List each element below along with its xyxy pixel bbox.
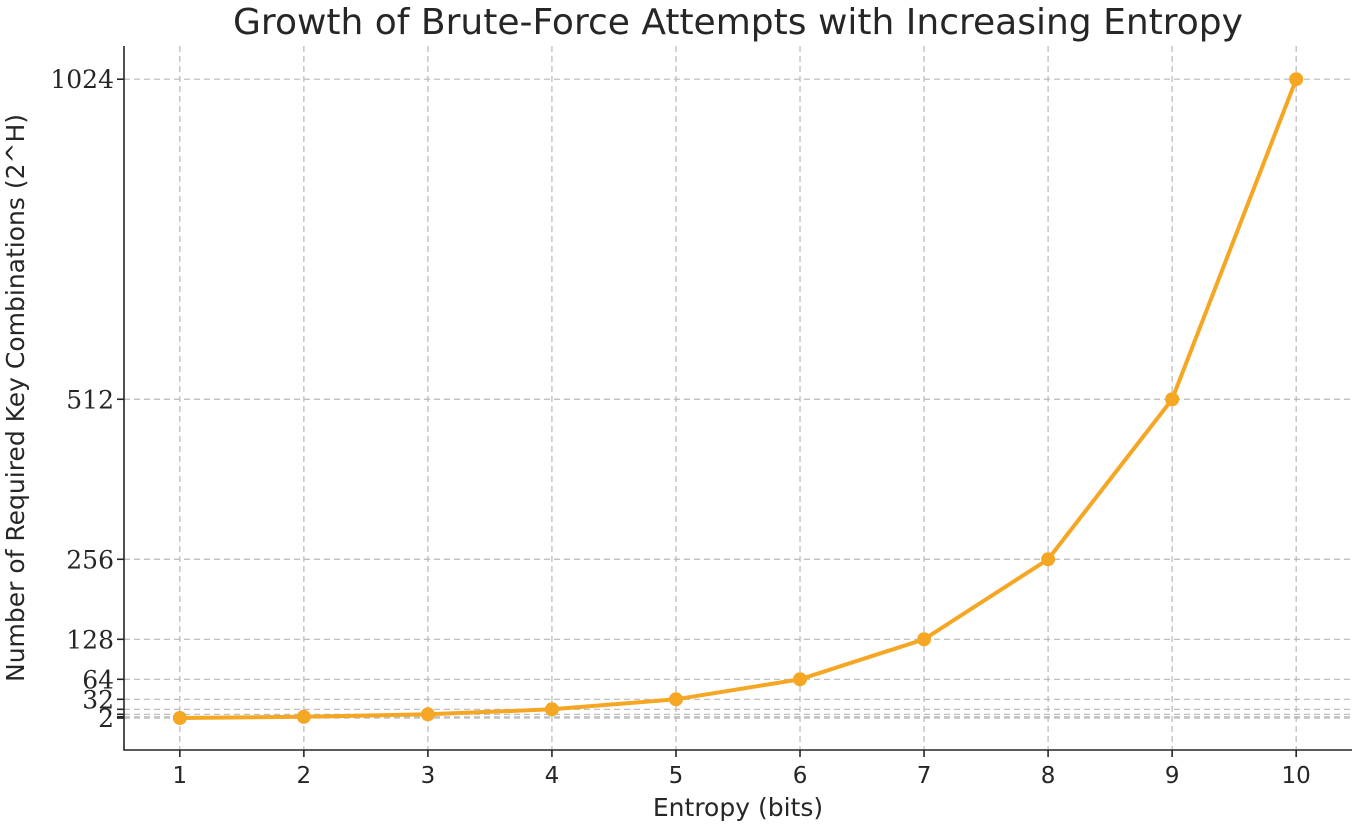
x-tick-label: 1 <box>172 763 187 789</box>
data-point <box>420 707 435 722</box>
y-tick-label: 1024 <box>50 65 114 94</box>
x-tick-label: 2 <box>297 763 312 789</box>
x-tick-label: 7 <box>917 763 932 789</box>
y-tick-label: 256 <box>66 545 114 574</box>
data-point <box>793 672 808 687</box>
x-tick-label: 5 <box>669 763 684 789</box>
y-axis-label: Number of Required Key Combinations (2^H… <box>1 114 30 682</box>
y-tick-label: 32 <box>82 685 114 714</box>
data-point <box>668 692 683 707</box>
x-tick-label: 4 <box>545 763 560 789</box>
data-point <box>172 711 187 726</box>
data-point <box>1041 552 1056 567</box>
x-axis-label: Entropy (bits) <box>653 793 823 822</box>
y-tick-label: 64 <box>82 665 114 694</box>
data-point <box>1289 72 1304 87</box>
chart-title: Growth of Brute-Force Attempts with Incr… <box>233 2 1243 43</box>
data-point <box>544 702 559 717</box>
y-tick-label: 2 <box>98 704 114 733</box>
data-series <box>172 72 1304 726</box>
data-point <box>296 709 311 724</box>
series-line <box>179 78 1299 721</box>
x-tick-label: 6 <box>793 763 808 789</box>
axis-spines <box>123 46 1352 751</box>
data-point <box>1165 392 1180 407</box>
x-tick-label: 9 <box>1165 763 1180 789</box>
x-tick-label: 3 <box>421 763 436 789</box>
x-tick-label: 10 <box>1282 763 1311 789</box>
axes <box>123 46 1352 751</box>
data-point <box>917 632 932 647</box>
y-tick-label: 128 <box>66 625 114 654</box>
y-tick-label: 512 <box>66 385 114 414</box>
x-axis-ticks: 1 2 3 4 5 6 7 8 9 10 <box>172 750 1311 789</box>
x-tick-label: 8 <box>1041 763 1056 789</box>
